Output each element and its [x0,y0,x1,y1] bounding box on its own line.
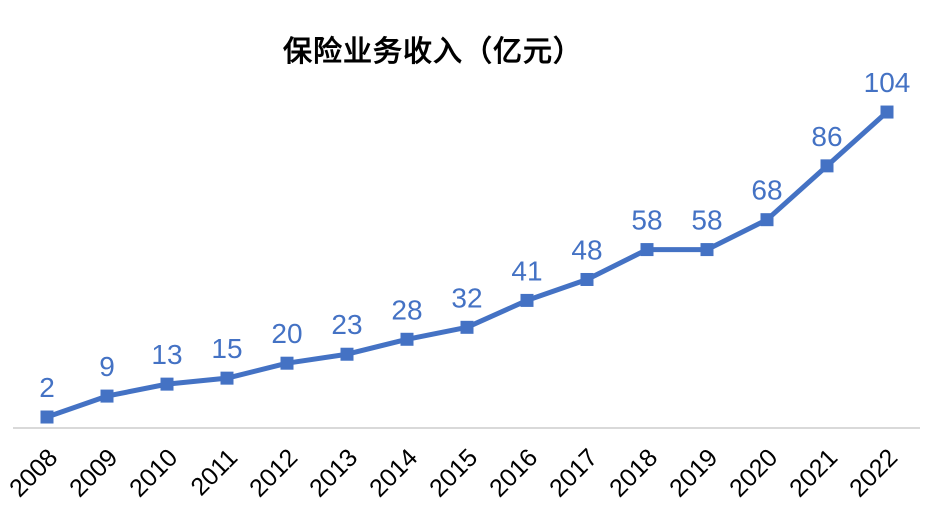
data-point-marker [820,159,834,173]
x-tick-label: 2018 [604,443,663,502]
data-label: 41 [511,255,542,286]
data-point-marker [40,410,54,424]
x-tick-label: 2013 [304,443,363,502]
x-tick-label: 2021 [784,443,843,502]
data-label: 104 [864,67,911,98]
data-point-marker [580,272,594,286]
x-tick-label: 2010 [124,443,183,502]
x-tick-label: 2015 [424,443,483,502]
data-point-marker [640,243,654,257]
data-label: 15 [211,333,242,364]
x-tick-label: 2022 [844,443,903,502]
data-point-marker [220,371,234,385]
data-label: 2 [39,372,55,403]
data-label: 23 [331,309,362,340]
data-point-marker [100,389,114,403]
data-label: 58 [691,205,722,236]
x-tick-label: 2011 [185,443,243,501]
data-point-marker [880,105,894,119]
x-tick-label: 2009 [64,443,123,502]
series-line [44,109,890,420]
data-point-marker [160,377,174,391]
data-point-marker [760,213,774,227]
data-point-marker [400,332,414,346]
x-tick-label: 2016 [484,443,543,502]
data-label: 20 [271,318,302,349]
data-point-marker [280,356,294,370]
data-point-marker [340,347,354,361]
data-label: 9 [99,351,115,382]
data-label: 68 [751,175,782,206]
x-tick-label: 2012 [244,443,303,502]
x-tick-label: 2020 [724,443,783,502]
data-point-marker [700,243,714,257]
x-tick-label: 2014 [364,443,423,502]
data-label: 58 [631,205,662,236]
x-tick-label: 2017 [544,443,603,502]
data-point-marker [460,320,474,334]
x-tick-label: 2008 [4,443,63,502]
data-label: 32 [451,282,482,313]
data-label: 13 [151,339,182,370]
chart-title: 保险业务收入（亿元） [282,36,584,68]
data-label: 86 [811,121,842,152]
data-point-marker [520,293,534,307]
data-label: 28 [391,294,422,325]
x-tick-label: 2019 [664,443,723,502]
data-label: 48 [571,234,602,265]
